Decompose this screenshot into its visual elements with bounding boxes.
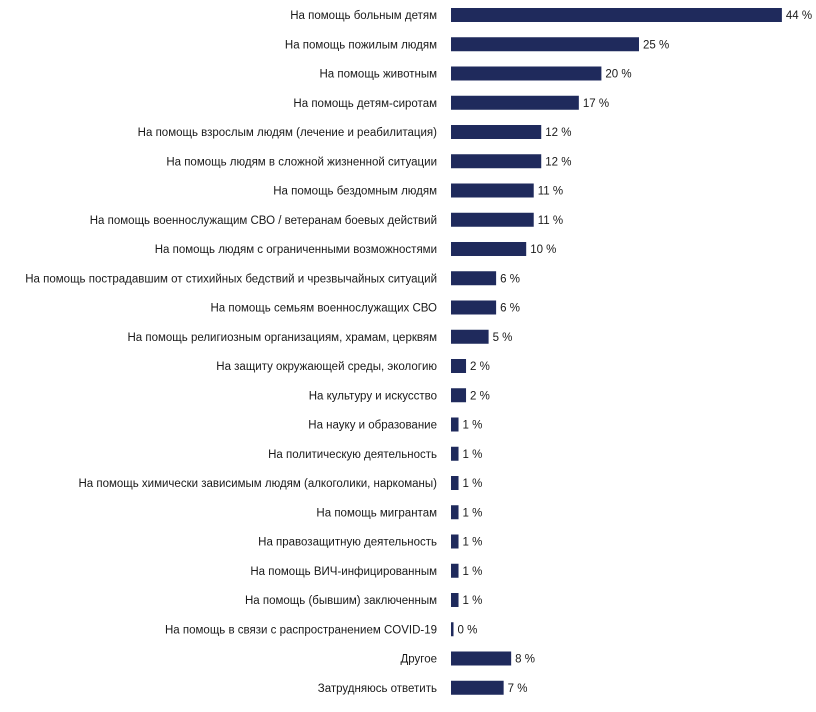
bar <box>451 125 542 139</box>
value-label: 1 % <box>463 478 483 490</box>
bar <box>451 388 467 403</box>
bar <box>451 651 512 666</box>
category-label: На помощь пожилым людям <box>285 39 437 51</box>
value-label: 0 % <box>458 624 478 636</box>
value-label: 12 % <box>545 156 571 168</box>
category-label: На политическую деятельность <box>268 449 437 461</box>
bar <box>451 476 459 490</box>
category-label: На помощь пострадавшим от стихийных бедс… <box>25 273 437 285</box>
value-label: 12 % <box>545 127 571 139</box>
value-label: 11 % <box>538 186 563 198</box>
category-label: На помощь (бывшим) заключенным <box>245 595 437 607</box>
bar <box>451 329 489 344</box>
value-label: 2 % <box>470 361 490 373</box>
value-label: 2 % <box>470 390 490 402</box>
value-label: 1 % <box>463 595 483 607</box>
bar <box>451 446 459 461</box>
value-label: 8 % <box>515 654 535 666</box>
category-label: На помощь детям-сиротам <box>293 98 437 110</box>
value-label: 1 % <box>463 537 483 549</box>
value-label: 1 % <box>463 420 483 432</box>
bar <box>451 680 504 695</box>
value-label: 1 % <box>463 449 483 461</box>
category-label: На помощь животным <box>320 69 438 81</box>
bar <box>451 154 542 169</box>
category-label: На помощь бездомным людям <box>273 186 437 198</box>
bar <box>451 242 527 256</box>
category-label: На помощь людям с ограниченными возможно… <box>155 244 437 256</box>
bar <box>451 37 639 52</box>
value-label: 6 % <box>500 273 520 285</box>
category-label: На правозащитную деятельность <box>258 537 437 549</box>
category-label: На культуру и искусство <box>309 390 437 402</box>
value-label: 1 % <box>463 566 483 578</box>
category-label: Затрудняюсь ответить <box>318 683 437 695</box>
value-label: 17 % <box>583 98 609 110</box>
value-label: 25 % <box>643 39 669 51</box>
value-label: 6 % <box>500 303 520 315</box>
bar <box>451 300 497 315</box>
bar <box>451 563 459 578</box>
category-label: На помощь людям в сложной жизненной ситу… <box>166 156 437 168</box>
category-labels: На помощь больным детям На помощь пожилым… <box>25 10 437 695</box>
category-label: На помощь в связи с распространением COV… <box>165 624 437 636</box>
bar <box>451 95 579 110</box>
category-label: На помощь мигрантам <box>316 507 437 519</box>
category-label: На помощь военнослужащим СВО / ветеранам… <box>90 215 437 227</box>
bar <box>451 212 534 227</box>
bar <box>451 183 534 198</box>
bar <box>451 593 459 607</box>
value-label: 10 % <box>530 244 556 256</box>
value-label: 44 % <box>786 10 812 22</box>
category-label: На помощь религиозным организациям, храм… <box>127 332 437 344</box>
bars <box>451 8 782 695</box>
bar <box>451 359 467 373</box>
category-label: На помощь химически зависимым людям (алк… <box>78 478 437 490</box>
category-label: На помощь взрослым людям (лечение и реаб… <box>138 127 437 139</box>
category-label: На защиту окружающей среды, экологию <box>216 361 437 373</box>
category-label: На помощь больным детям <box>290 10 437 22</box>
bar <box>451 505 459 520</box>
value-label: 1 % <box>463 507 483 519</box>
category-label: На помощь ВИЧ-инфицированным <box>250 566 437 578</box>
value-labels: 44 % 25 % 20 % 17 % 12 % 12 % 11 % 11 % 10 % 6 % 6… <box>458 10 813 695</box>
value-label: 7 % <box>508 683 528 695</box>
value-label: 5 % <box>493 332 513 344</box>
bar <box>451 417 459 432</box>
category-label: Другое <box>400 654 437 666</box>
category-label: На науку и образование <box>308 420 437 432</box>
category-label: На помощь семьям военнослужащих СВО <box>210 303 437 315</box>
bar <box>451 534 459 549</box>
bar <box>451 622 454 637</box>
value-label: 11 % <box>538 215 563 227</box>
bar <box>451 8 782 22</box>
bar <box>451 271 497 286</box>
value-label: 20 % <box>605 69 631 81</box>
bar <box>451 66 602 81</box>
